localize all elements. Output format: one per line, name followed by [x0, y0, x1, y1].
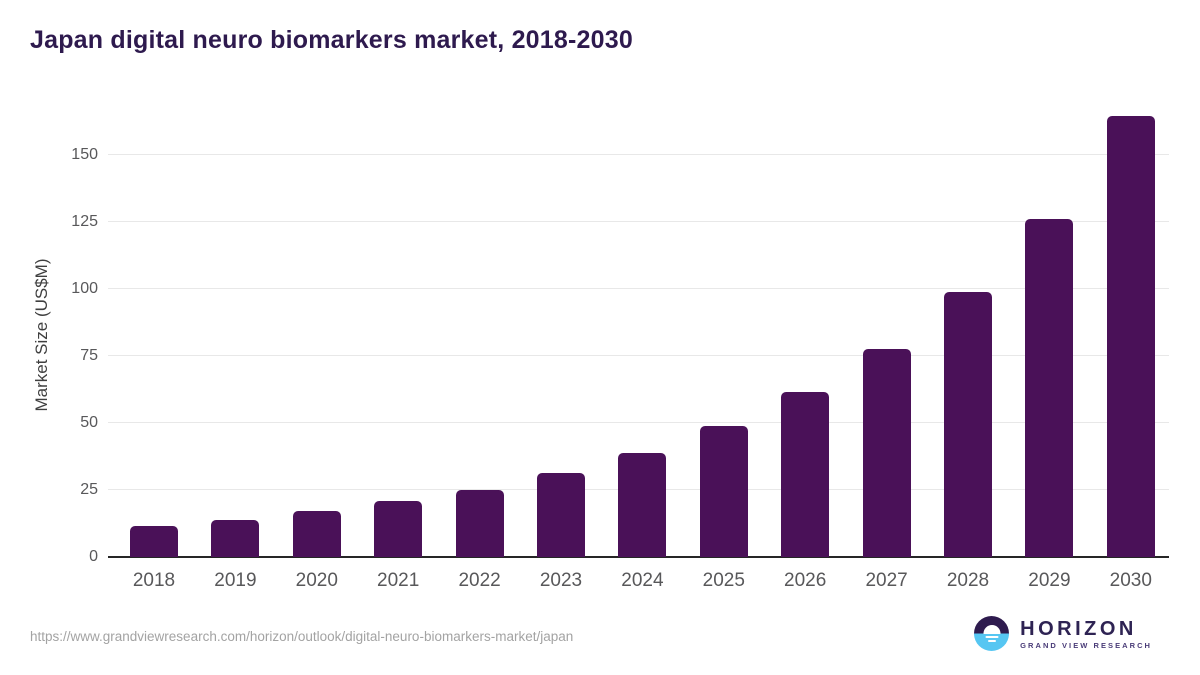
bar-2029 — [1025, 218, 1074, 557]
x-tick-label-2023: 2023 — [539, 570, 583, 591]
x-tick-label-2027: 2027 — [865, 570, 908, 591]
y-tick-label-150: 150 — [71, 146, 98, 163]
x-tick-label-2028: 2028 — [946, 570, 990, 591]
gridline-100 — [108, 288, 1169, 289]
gridline-125 — [108, 221, 1169, 222]
logo-subtitle: GRAND VIEW RESEARCH — [1020, 640, 1152, 650]
plot-area — [108, 110, 1169, 558]
gridline-50 — [108, 422, 1169, 423]
bar-2027 — [862, 348, 911, 557]
bar-2019 — [211, 519, 260, 557]
sun-shape — [983, 624, 1001, 634]
bar-2028 — [944, 291, 992, 557]
x-tick-label-2019: 2019 — [214, 570, 257, 591]
x-tick-label-2022: 2022 — [458, 570, 501, 591]
logo-text-block: HORIZON GRAND VIEW RESEARCH — [1020, 618, 1152, 650]
x-axis-line — [108, 556, 1169, 558]
wave-line — [987, 640, 996, 642]
bar-2021 — [374, 500, 423, 557]
bar-2020 — [292, 510, 341, 557]
x-tick-label-2025: 2025 — [702, 570, 745, 591]
y-tick-label-125: 125 — [71, 213, 98, 230]
y-tick-label-0: 0 — [89, 548, 98, 565]
x-tick-label-2021: 2021 — [377, 570, 420, 591]
bar-2024 — [618, 452, 667, 557]
gridline-75 — [108, 355, 1169, 356]
x-tick-label-2029: 2029 — [1028, 570, 1071, 591]
y-tick-label-100: 100 — [71, 280, 98, 297]
x-tick-label-2018: 2018 — [132, 570, 176, 591]
bar-2018 — [130, 526, 178, 557]
bar-2025 — [699, 425, 748, 557]
bar-2022 — [455, 489, 504, 557]
x-tick-label-2024: 2024 — [621, 570, 664, 591]
y-tick-label-25: 25 — [80, 481, 98, 498]
source-url: https://www.grandviewresearch.com/horizo… — [30, 629, 574, 644]
x-tick-label-2030: 2030 — [1109, 570, 1152, 591]
horizon-sun-icon — [974, 616, 1010, 651]
bar-2026 — [781, 392, 830, 557]
horizon-logo: HORIZON GRAND VIEW RESEARCH — [974, 616, 1152, 651]
gridline-150 — [108, 154, 1169, 155]
x-tick-label-2026: 2026 — [784, 570, 827, 591]
bar-2023 — [537, 473, 585, 557]
bar-2030 — [1106, 116, 1155, 557]
chart-title: Japan digital neuro biomarkers market, 2… — [30, 26, 633, 54]
y-tick-label-75: 75 — [80, 347, 98, 364]
wave-line — [985, 636, 999, 638]
y-tick-label-50: 50 — [80, 414, 98, 431]
x-tick-label-2020: 2020 — [295, 570, 338, 591]
logo-name: HORIZON — [1020, 617, 1137, 640]
